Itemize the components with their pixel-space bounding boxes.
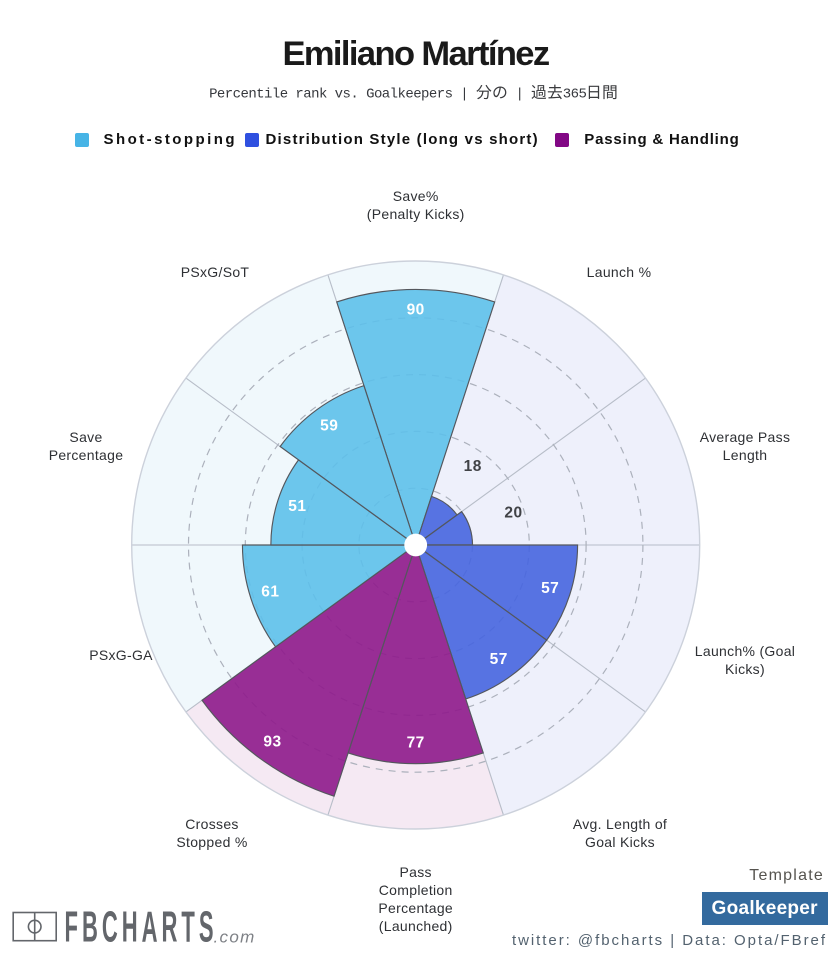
- svg-text:.com: .com: [214, 928, 256, 947]
- svg-text:57: 57: [490, 651, 508, 668]
- svg-text:57: 57: [541, 580, 559, 597]
- svg-text:FBCHARTS: FBCHARTS: [65, 903, 218, 951]
- svg-text:18: 18: [464, 458, 482, 475]
- svg-text:77: 77: [407, 735, 425, 752]
- svg-text:93: 93: [263, 734, 281, 751]
- svg-text:51: 51: [288, 498, 306, 515]
- svg-text:90: 90: [407, 301, 425, 318]
- svg-text:59: 59: [320, 418, 338, 435]
- svg-text:20: 20: [504, 505, 522, 522]
- svg-text:61: 61: [261, 584, 279, 601]
